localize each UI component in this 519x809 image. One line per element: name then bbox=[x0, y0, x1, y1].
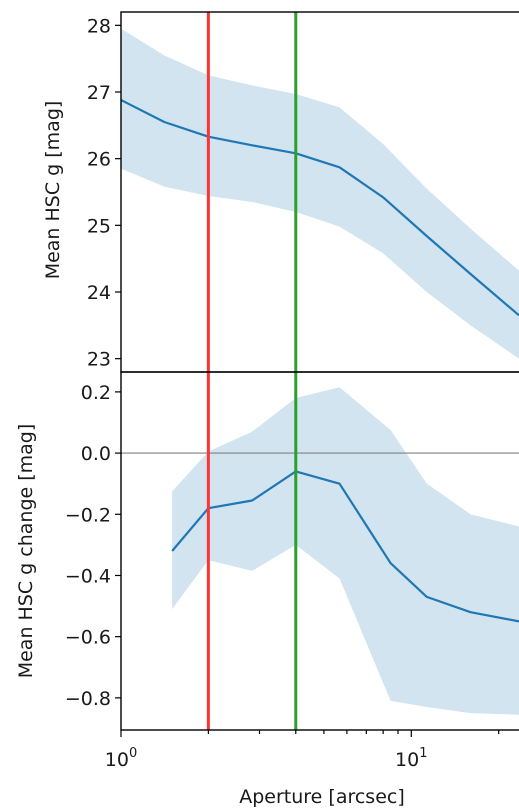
y-tick-label: 0.0 bbox=[81, 443, 111, 465]
y-tick-label: 25 bbox=[87, 215, 111, 237]
y-tick-label: 23 bbox=[87, 349, 111, 371]
bottom-confidence-band bbox=[172, 387, 519, 715]
y-tick-label: 27 bbox=[87, 82, 111, 104]
y-tick-label: 26 bbox=[87, 149, 111, 171]
x-tick-label: 101 bbox=[395, 746, 427, 771]
x-axis-title: Aperture [arcsec] bbox=[239, 786, 405, 808]
x-ticks: 100 101 bbox=[105, 730, 500, 771]
bottom-axes-frame bbox=[120, 371, 519, 731]
top-confidence-band bbox=[121, 28, 519, 359]
bottom-y-ticks: 0.2 0.0 −0.2 −0.4 −0.6 −0.8 bbox=[65, 382, 121, 710]
top-panel: 23 24 25 26 27 28 Mean HSC g [mag] bbox=[42, 15, 519, 371]
x-tick-base: 10 bbox=[105, 749, 129, 771]
y-tick-label: −0.6 bbox=[65, 627, 111, 649]
y-tick-label: −0.2 bbox=[65, 504, 111, 526]
x-tick-exponent: 0 bbox=[129, 746, 137, 761]
y-tick-label: 28 bbox=[87, 15, 111, 37]
bottom-y-axis-title: Mean HSC g change [mag] bbox=[15, 424, 37, 679]
y-tick-label: −0.4 bbox=[65, 565, 111, 587]
bottom-panel: 0.20.0−0.2−0.4−0.6−0.8 100 101 Mean HSC g… bbox=[15, 382, 519, 808]
top-y-axis-title: Mean HSC g [mag] bbox=[42, 101, 64, 280]
y-tick-label: 24 bbox=[87, 282, 111, 304]
x-tick-exponent: 1 bbox=[419, 746, 427, 761]
x-tick-label: 100 bbox=[105, 746, 137, 771]
y-tick-label: 0.2 bbox=[81, 382, 111, 404]
top-mean-line bbox=[120, 99, 519, 317]
bottom-mean-line bbox=[171, 470, 519, 623]
x-tick-base: 10 bbox=[395, 749, 419, 771]
top-y-ticks: 23 24 25 26 27 28 bbox=[87, 15, 121, 371]
y-tick-label: −0.8 bbox=[65, 688, 111, 710]
